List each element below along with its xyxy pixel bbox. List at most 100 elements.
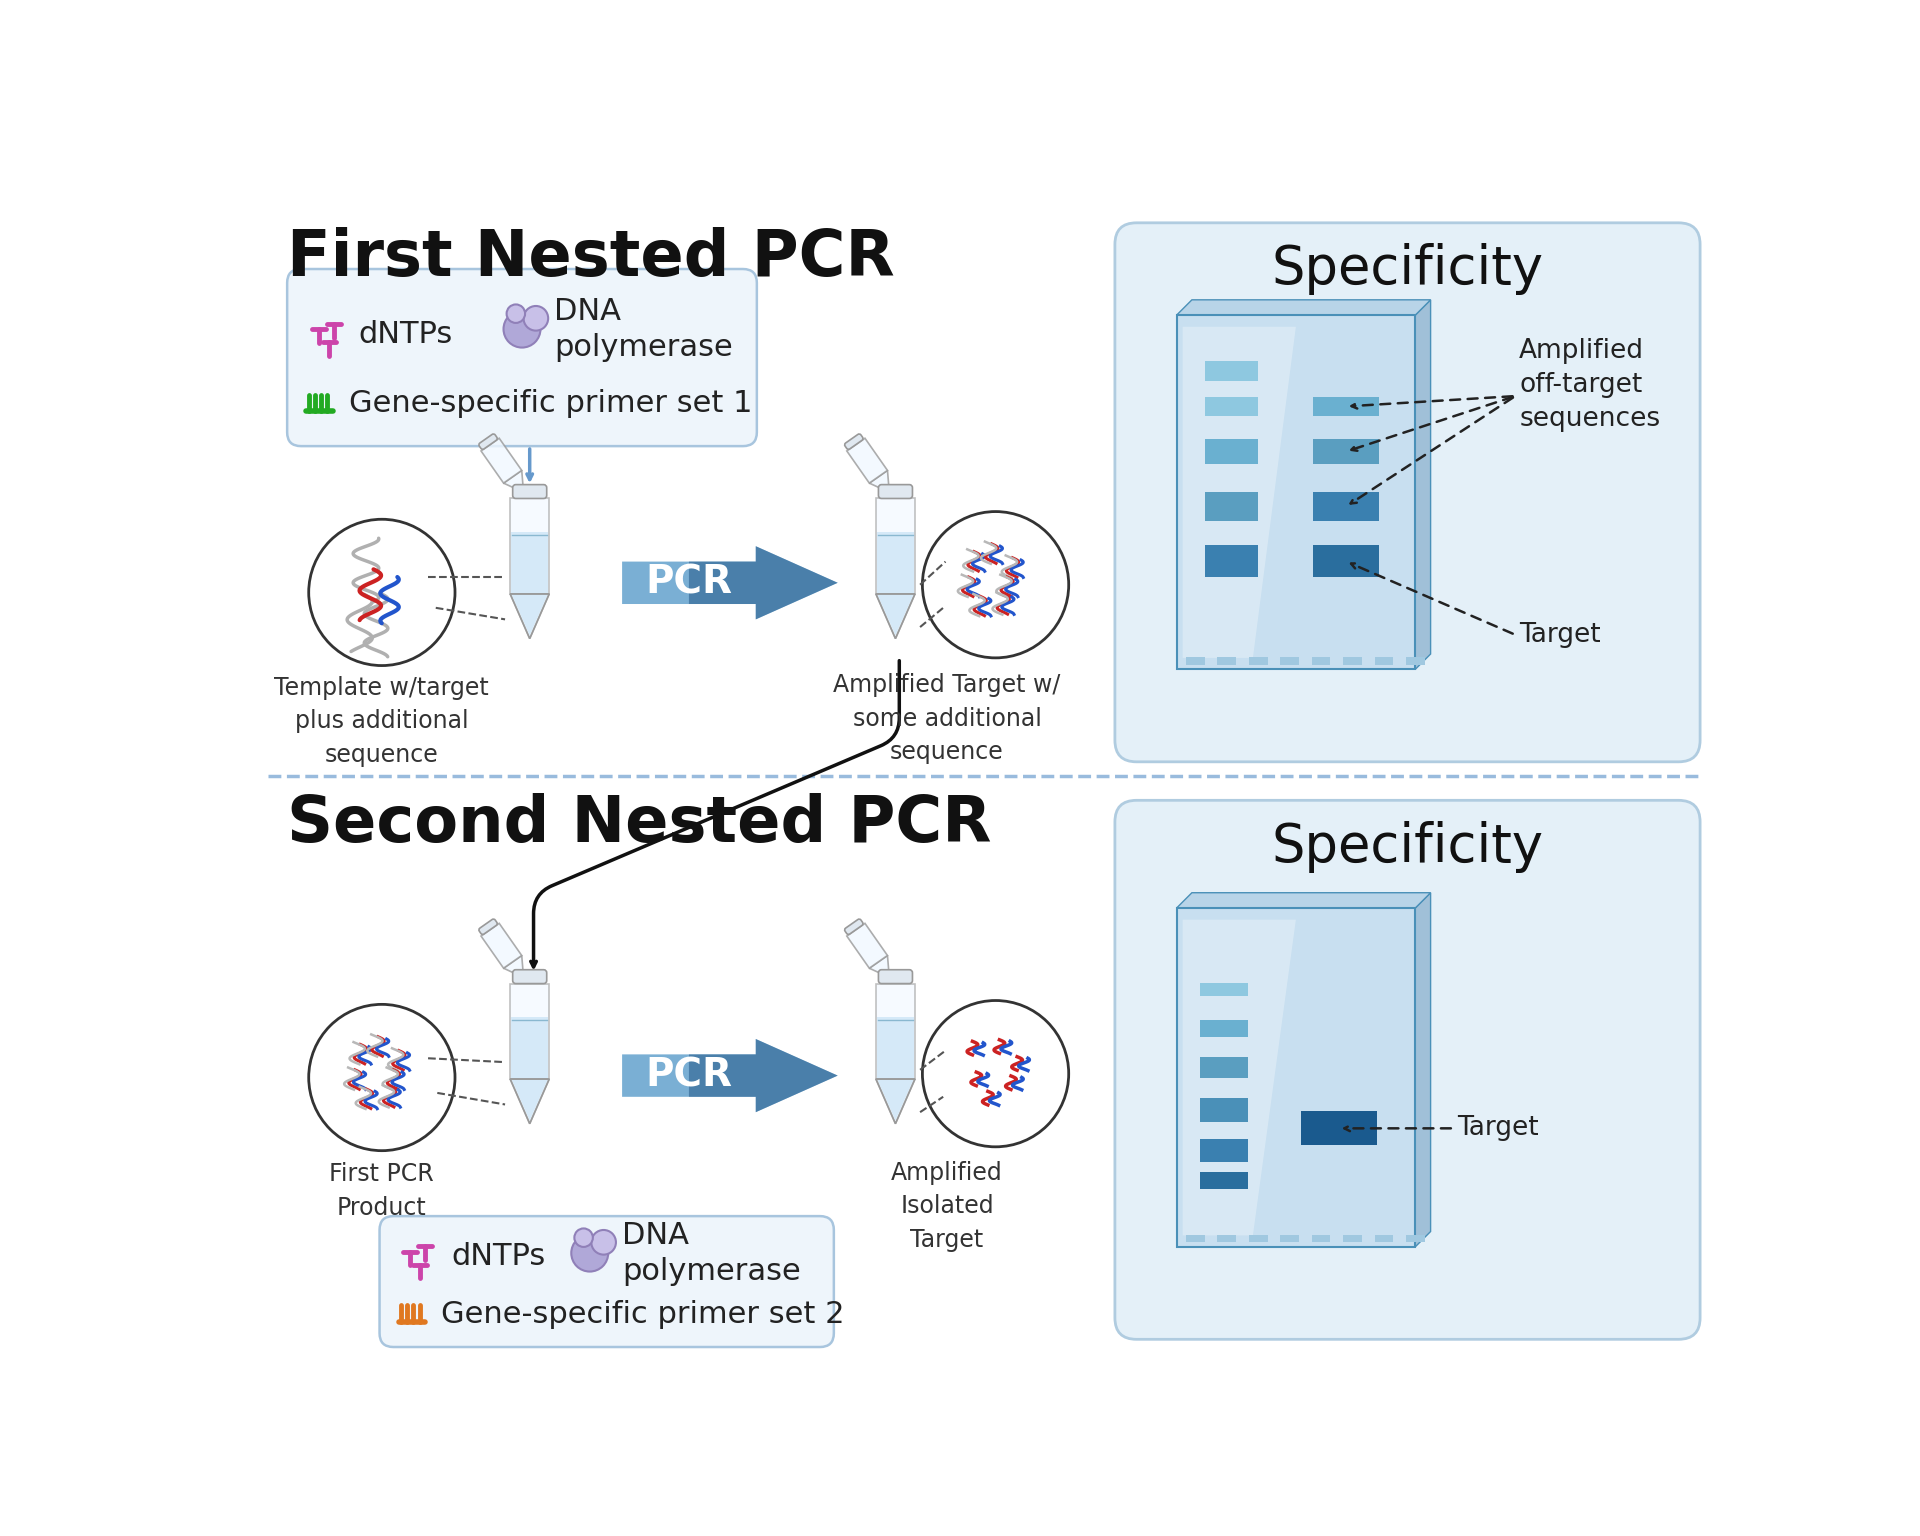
Bar bbox=[1313, 493, 1379, 521]
Bar bbox=[1313, 396, 1379, 416]
Bar bbox=[1281, 657, 1300, 665]
FancyBboxPatch shape bbox=[1116, 223, 1699, 762]
Polygon shape bbox=[1415, 892, 1430, 1247]
Polygon shape bbox=[511, 594, 549, 639]
Text: Gene-specific primer set 2: Gene-specific primer set 2 bbox=[442, 1299, 845, 1329]
Polygon shape bbox=[1415, 300, 1430, 670]
Bar bbox=[1405, 1235, 1425, 1243]
Bar bbox=[1313, 545, 1379, 578]
FancyBboxPatch shape bbox=[478, 435, 497, 450]
Polygon shape bbox=[877, 594, 914, 636]
Bar bbox=[877, 531, 914, 594]
Bar bbox=[1200, 1057, 1248, 1078]
FancyBboxPatch shape bbox=[845, 435, 864, 450]
Bar bbox=[511, 1017, 547, 1080]
FancyBboxPatch shape bbox=[288, 269, 756, 445]
Polygon shape bbox=[1177, 892, 1430, 908]
Bar bbox=[1217, 657, 1236, 665]
Polygon shape bbox=[622, 547, 837, 619]
Bar bbox=[1200, 1138, 1248, 1163]
Bar bbox=[1206, 545, 1258, 578]
Bar bbox=[1344, 657, 1361, 665]
Text: Target: Target bbox=[1519, 622, 1601, 648]
Bar bbox=[1206, 396, 1258, 416]
Bar bbox=[511, 531, 547, 594]
Bar bbox=[482, 923, 522, 968]
Circle shape bbox=[922, 1000, 1069, 1147]
Text: Amplified
Isolated
Target: Amplified Isolated Target bbox=[891, 1161, 1002, 1252]
Polygon shape bbox=[1183, 327, 1296, 657]
Text: First PCR
Product: First PCR Product bbox=[330, 1163, 434, 1220]
Bar bbox=[1300, 1112, 1377, 1146]
Circle shape bbox=[572, 1235, 609, 1272]
FancyBboxPatch shape bbox=[513, 485, 547, 499]
Text: First Nested PCR: First Nested PCR bbox=[288, 227, 895, 289]
Text: Specificity: Specificity bbox=[1271, 820, 1544, 872]
Polygon shape bbox=[503, 955, 524, 977]
Bar bbox=[1281, 1235, 1300, 1243]
Polygon shape bbox=[870, 955, 889, 977]
Bar bbox=[876, 499, 916, 594]
Text: DNA
polymerase: DNA polymerase bbox=[555, 296, 733, 361]
Bar bbox=[847, 923, 887, 968]
Bar bbox=[1187, 1235, 1204, 1243]
Polygon shape bbox=[1183, 920, 1296, 1235]
FancyBboxPatch shape bbox=[879, 485, 912, 499]
Bar bbox=[1200, 1172, 1248, 1189]
Bar bbox=[847, 438, 887, 484]
FancyBboxPatch shape bbox=[879, 969, 912, 983]
Bar bbox=[1206, 439, 1258, 464]
Polygon shape bbox=[511, 1080, 549, 1124]
Bar bbox=[1311, 1235, 1331, 1243]
Circle shape bbox=[922, 511, 1069, 657]
Text: PCR: PCR bbox=[645, 564, 732, 602]
Bar bbox=[1248, 657, 1267, 665]
FancyBboxPatch shape bbox=[380, 1217, 833, 1347]
Bar bbox=[1206, 493, 1258, 521]
Bar bbox=[1248, 1235, 1267, 1243]
Bar bbox=[1313, 439, 1379, 464]
FancyBboxPatch shape bbox=[845, 919, 864, 934]
Text: Amplified
off-target
sequences: Amplified off-target sequences bbox=[1519, 338, 1661, 432]
Bar bbox=[482, 438, 522, 484]
Text: DNA
polymerase: DNA polymerase bbox=[622, 1221, 801, 1286]
Polygon shape bbox=[622, 1038, 837, 1112]
Bar bbox=[1344, 1235, 1361, 1243]
Bar bbox=[1375, 657, 1394, 665]
FancyBboxPatch shape bbox=[478, 919, 497, 934]
Bar bbox=[1200, 1020, 1248, 1037]
Bar bbox=[1177, 315, 1415, 670]
Text: Second Nested PCR: Second Nested PCR bbox=[288, 793, 991, 854]
Circle shape bbox=[309, 1005, 455, 1150]
Circle shape bbox=[591, 1230, 616, 1255]
Text: Template w/target
plus additional
sequence: Template w/target plus additional sequen… bbox=[275, 676, 490, 766]
Text: Specificity: Specificity bbox=[1271, 243, 1544, 295]
Polygon shape bbox=[511, 594, 547, 636]
Bar bbox=[1375, 1235, 1394, 1243]
Polygon shape bbox=[1177, 300, 1430, 315]
Polygon shape bbox=[503, 470, 524, 493]
Bar bbox=[1206, 361, 1258, 381]
Bar bbox=[1187, 657, 1204, 665]
Circle shape bbox=[524, 306, 549, 330]
Bar bbox=[1405, 657, 1425, 665]
Polygon shape bbox=[689, 1038, 837, 1112]
Bar bbox=[876, 983, 916, 1080]
Circle shape bbox=[507, 304, 524, 323]
FancyBboxPatch shape bbox=[513, 969, 547, 983]
Circle shape bbox=[574, 1229, 593, 1247]
Text: dNTPs: dNTPs bbox=[359, 319, 453, 349]
Bar bbox=[1311, 657, 1331, 665]
Bar bbox=[1217, 1235, 1236, 1243]
Text: dNTPs: dNTPs bbox=[451, 1243, 545, 1272]
Polygon shape bbox=[877, 1080, 914, 1121]
Bar bbox=[1200, 1098, 1248, 1121]
Polygon shape bbox=[511, 1080, 547, 1121]
Text: Gene-specific primer set 1: Gene-specific primer set 1 bbox=[349, 389, 753, 418]
Circle shape bbox=[503, 310, 541, 347]
Bar bbox=[877, 1017, 914, 1080]
Bar bbox=[1177, 908, 1415, 1247]
Polygon shape bbox=[870, 470, 889, 493]
Text: Amplified Target w/
some additional
sequence: Amplified Target w/ some additional sequ… bbox=[833, 673, 1060, 765]
Text: PCR: PCR bbox=[645, 1057, 732, 1095]
